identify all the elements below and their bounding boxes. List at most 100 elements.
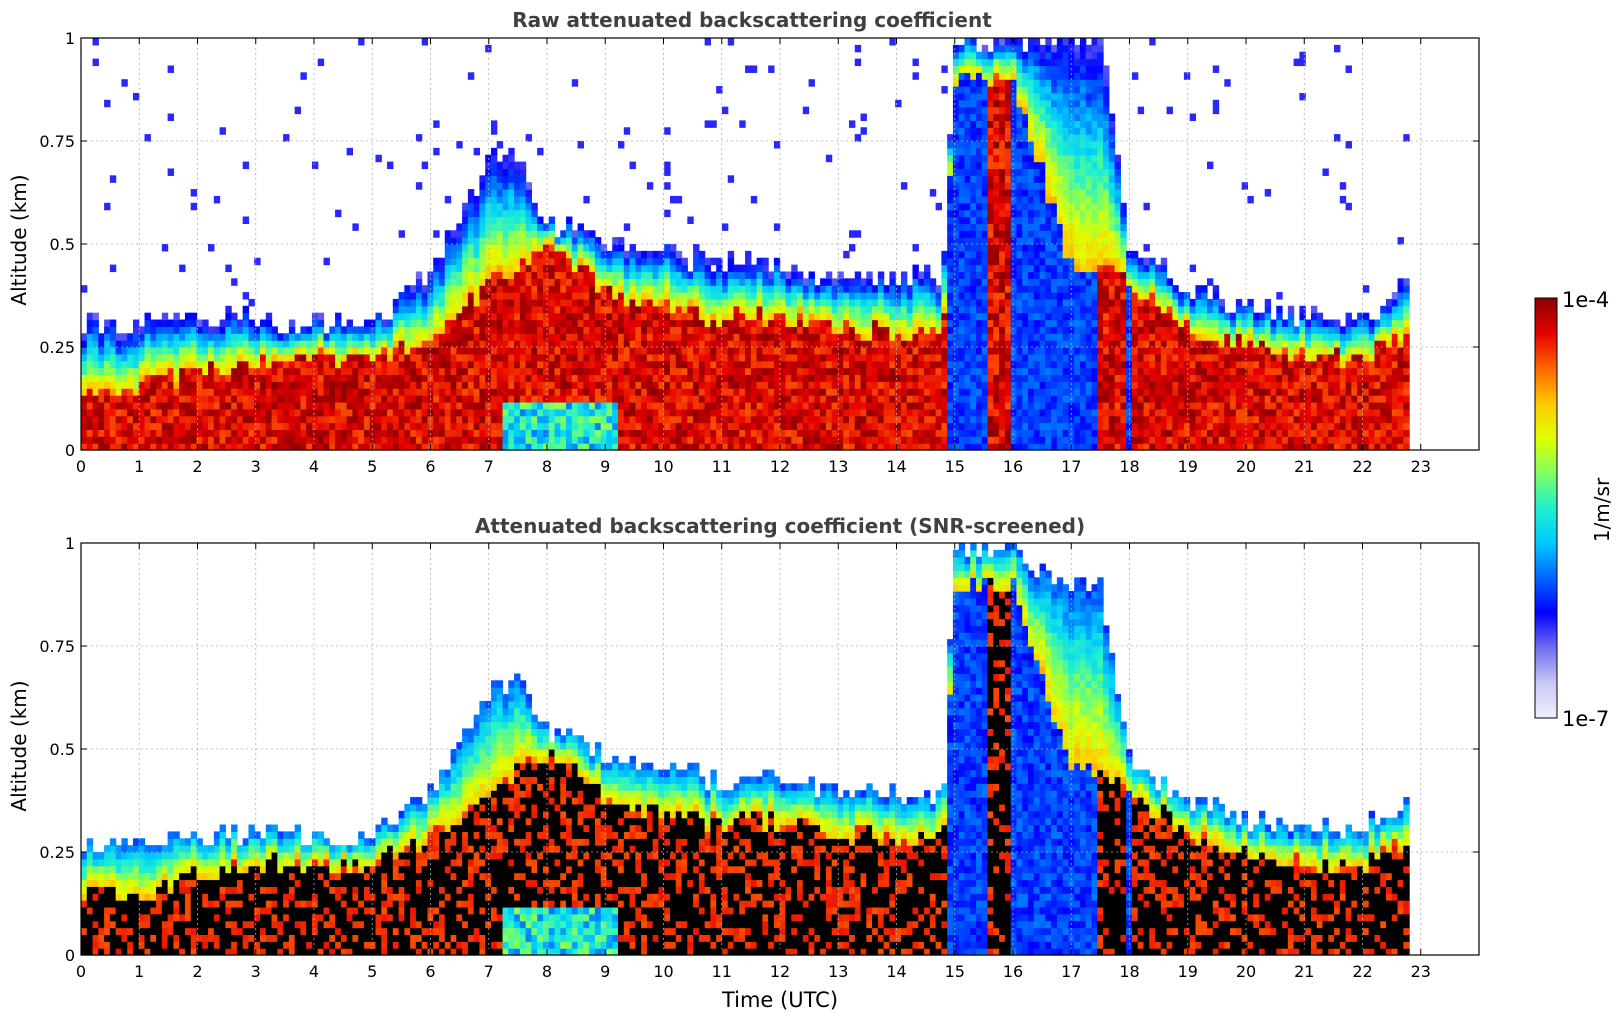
heatmap-cell xyxy=(935,298,942,307)
heatmap-cell xyxy=(952,127,960,135)
heatmap-cell xyxy=(115,381,123,389)
heatmap-cell xyxy=(831,429,839,437)
heatmap-cell xyxy=(831,381,839,389)
heatmap-cell xyxy=(825,436,833,444)
heatmap-cell xyxy=(439,395,446,403)
heatmap-cell xyxy=(127,395,134,403)
heatmap-cell xyxy=(872,340,879,348)
heatmap-cell xyxy=(629,292,636,300)
heatmap-cell xyxy=(987,340,994,348)
heatmap-cell xyxy=(993,250,1000,259)
heatmap-cell xyxy=(109,374,117,382)
heatmap-cell xyxy=(658,271,665,279)
heatmap-cell xyxy=(294,360,302,369)
heatmap-cell xyxy=(675,292,683,300)
heatmap-cell xyxy=(467,360,475,369)
heatmap-cell xyxy=(750,65,758,73)
heatmap-cell xyxy=(820,381,827,389)
heatmap-cell xyxy=(479,312,486,321)
heatmap-cell xyxy=(404,360,411,369)
heatmap-cell xyxy=(727,38,735,46)
heatmap-cell xyxy=(525,230,532,238)
heatmap-cell xyxy=(999,230,1006,238)
heatmap-cell xyxy=(768,374,775,382)
heatmap-cell xyxy=(1039,436,1046,444)
heatmap-cell xyxy=(577,401,584,410)
heatmap-cell xyxy=(918,415,925,424)
heatmap-cell xyxy=(698,415,706,424)
heatmap-cell xyxy=(820,340,827,348)
heatmap-cell xyxy=(589,305,596,314)
heatmap-cell xyxy=(583,395,590,403)
heatmap-cell xyxy=(392,374,400,382)
heatmap-cell xyxy=(1010,367,1018,376)
heatmap-cell xyxy=(415,360,423,369)
heatmap-cell xyxy=(831,353,839,362)
heatmap-cell xyxy=(577,340,584,348)
heatmap-cell xyxy=(716,326,723,334)
heatmap-cell xyxy=(363,367,371,376)
heatmap-cell xyxy=(387,401,394,410)
heatmap-cell xyxy=(952,278,960,286)
heatmap-cell xyxy=(554,381,561,389)
raw-backscatter-panel: Raw attenuated backscattering coefficien… xyxy=(7,8,1480,476)
heatmap-cell xyxy=(600,436,608,444)
heatmap-cell xyxy=(693,436,700,444)
heatmap-cell xyxy=(1033,99,1041,108)
heatmap-cell xyxy=(970,223,977,231)
heatmap-cell xyxy=(779,312,787,321)
heatmap-cell xyxy=(502,264,509,273)
heatmap-cell xyxy=(987,367,994,376)
heatmap-cell xyxy=(439,381,446,389)
heatmap-cell xyxy=(1010,147,1018,156)
heatmap-cell xyxy=(502,395,509,403)
heatmap-cell xyxy=(924,408,931,417)
heatmap-cell xyxy=(225,401,232,410)
heatmap-cell xyxy=(704,395,711,403)
heatmap-cell xyxy=(404,367,411,376)
heatmap-cell xyxy=(831,312,839,321)
heatmap-cell xyxy=(433,264,440,273)
heatmap-cell xyxy=(646,319,654,327)
heatmap-cell xyxy=(121,79,128,87)
heatmap-cell xyxy=(525,408,532,417)
heatmap-cell xyxy=(791,326,798,334)
heatmap-cell xyxy=(190,189,198,197)
heatmap-cell xyxy=(872,401,879,410)
heatmap-cell xyxy=(843,326,850,334)
heatmap-cell xyxy=(981,202,989,211)
heatmap-cell xyxy=(208,347,215,355)
heatmap-cell xyxy=(825,408,833,417)
heatmap-cell xyxy=(895,305,902,314)
heatmap-cell xyxy=(762,367,769,376)
heatmap-cell xyxy=(242,374,250,382)
heatmap-cell xyxy=(450,408,457,417)
heatmap-cell xyxy=(288,360,296,369)
heatmap-cell xyxy=(658,250,665,259)
heatmap-cell xyxy=(993,381,1000,389)
heatmap-cell xyxy=(514,326,521,334)
heatmap-cell xyxy=(669,244,677,252)
heatmap-cell xyxy=(1033,312,1041,321)
heatmap-cell xyxy=(473,353,481,362)
heatmap-cell xyxy=(831,436,839,444)
heatmap-cell xyxy=(1039,120,1046,128)
heatmap-cell xyxy=(1004,223,1012,231)
heatmap-cell xyxy=(467,374,475,382)
heatmap-cell xyxy=(837,401,844,410)
heatmap-cell xyxy=(340,326,348,334)
heatmap-cell xyxy=(462,408,469,417)
heatmap-cell xyxy=(1022,79,1029,87)
heatmap-cell xyxy=(462,244,469,252)
heatmap-cell xyxy=(993,175,1000,183)
heatmap-cell xyxy=(664,367,671,376)
heatmap-cell xyxy=(970,202,977,211)
heatmap-cell xyxy=(236,340,244,348)
heatmap-cell xyxy=(427,326,434,334)
heatmap-cell xyxy=(652,312,660,321)
heatmap-cell xyxy=(294,367,302,376)
heatmap-cell xyxy=(756,333,763,341)
heatmap-cell xyxy=(964,161,971,170)
heatmap-cell xyxy=(993,422,1000,430)
